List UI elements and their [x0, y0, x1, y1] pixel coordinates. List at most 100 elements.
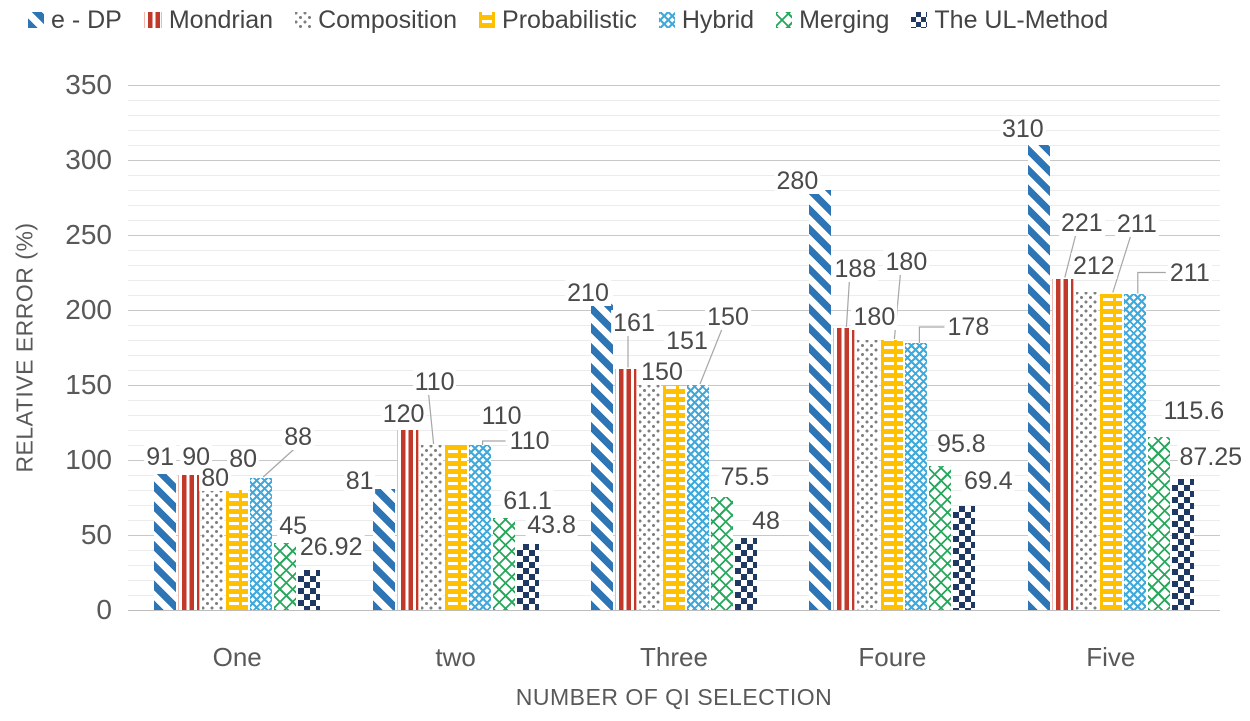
bar-mondrian-one — [178, 475, 201, 610]
data-label-probabilistic-one: 80 — [227, 445, 260, 473]
legend-label: Hybrid — [681, 5, 755, 34]
probabilistic-swatch-icon — [479, 12, 496, 28]
data-label-e-dp-one: 91 — [144, 442, 177, 471]
bar-e-dp-three — [591, 295, 613, 610]
the-ul-method-swatch-icon — [911, 12, 928, 28]
bar-the-ul-method-three — [735, 538, 757, 610]
data-label-e-dp-three: 210 — [565, 279, 611, 307]
legend-item-composition: Composition — [295, 6, 457, 35]
bar-merging-five — [1147, 436, 1170, 610]
gridline-minor — [128, 295, 1220, 296]
gridline-minor — [128, 190, 1220, 191]
data-label-hybrid-five: 211 — [1167, 258, 1212, 287]
gridline-major — [128, 85, 1220, 86]
data-label-the-ul-method-two: 43.8 — [525, 511, 578, 540]
x-axis-title: NUMBER OF QI SELECTION — [515, 684, 833, 710]
bar-probabilistic-two — [444, 445, 467, 610]
legend-label: Mondrian — [168, 5, 274, 34]
data-label-composition-foure: 180 — [851, 303, 898, 331]
bar-composition-foure — [857, 340, 880, 610]
merging-swatch-icon — [776, 12, 793, 28]
data-label-probabilistic-three: 151 — [664, 326, 710, 355]
gridline-minor — [128, 130, 1220, 131]
bar-mondrian-five — [1051, 278, 1074, 610]
category-label-three: Three — [640, 642, 708, 672]
data-label-merging-five: 115.6 — [1161, 396, 1227, 425]
gridline-minor — [128, 325, 1220, 326]
gridline-major — [128, 310, 1220, 311]
data-label-merging-three: 75.5 — [718, 462, 772, 491]
gridline-major — [128, 610, 1220, 611]
bar-composition-five — [1075, 292, 1098, 610]
data-label-composition-three: 150 — [639, 358, 685, 386]
data-label-hybrid-two: 110 — [507, 427, 552, 455]
data-label-e-dp-five: 310 — [999, 115, 1046, 143]
data-label-the-ul-method-five: 87.25 — [1177, 443, 1245, 472]
gridline-major — [128, 160, 1220, 161]
gridline-major — [128, 235, 1220, 236]
data-label-probabilistic-five: 211 — [1114, 209, 1159, 238]
bar-mondrian-foure — [833, 328, 856, 610]
y-tick-label: 150 — [65, 369, 112, 400]
legend-item-probabilistic: Probabilistic — [479, 6, 637, 35]
category-label-five: Five — [1086, 642, 1136, 672]
category-label-foure: Foure — [858, 642, 927, 672]
bar-probabilistic-one — [226, 490, 249, 610]
category-label-one: One — [212, 642, 262, 672]
data-label-composition-one: 80 — [199, 464, 232, 492]
bar-mondrian-three — [615, 368, 637, 610]
bar-the-ul-method-one — [298, 569, 321, 610]
legend-item-hybrid: Hybrid — [658, 5, 755, 35]
data-label-merging-two: 61.1 — [501, 487, 554, 516]
data-label-e-dp-two: 81 — [343, 466, 376, 495]
data-label-the-ul-method-foure: 69.4 — [962, 466, 1015, 495]
gridline-minor — [128, 280, 1220, 281]
bar-hybrid-two — [468, 445, 491, 610]
legend-label: Merging — [799, 5, 890, 34]
gridline-minor — [128, 175, 1220, 176]
data-label-merging-foure: 95.8 — [935, 430, 988, 459]
bar-composition-three — [639, 385, 661, 610]
bar-e-dp-two — [372, 488, 395, 610]
gridline-minor — [128, 145, 1220, 146]
bar-hybrid-foure — [905, 343, 928, 610]
y-tick-label: 0 — [96, 594, 112, 625]
gridline-minor — [128, 100, 1220, 101]
bar-hybrid-five — [1123, 293, 1146, 610]
bar-composition-two — [420, 445, 443, 610]
legend-item-mondrian: Mondrian — [143, 5, 274, 35]
bar-hybrid-three — [687, 385, 709, 610]
gridline-minor — [128, 265, 1220, 266]
data-label-mondrian-foure: 188 — [832, 255, 879, 283]
data-label-hybrid-foure: 178 — [945, 313, 992, 341]
legend-item-e-dp: e - DP — [28, 6, 122, 35]
y-tick-label: 300 — [65, 144, 112, 175]
gridline-minor — [128, 250, 1220, 251]
data-label-merging-one: 45 — [277, 511, 310, 540]
bar-merging-one — [274, 542, 297, 610]
bar-probabilistic-five — [1099, 293, 1122, 610]
y-tick-label: 350 — [65, 69, 112, 100]
data-label-probabilistic-two: 110 — [479, 402, 524, 430]
data-label-e-dp-foure: 280 — [774, 167, 821, 195]
bar-probabilistic-three — [663, 383, 685, 610]
e-dp-swatch-icon — [28, 12, 44, 28]
mondrian-swatch-icon — [143, 12, 162, 28]
gridline-minor — [128, 205, 1220, 206]
legend-label: Probabilistic — [502, 5, 637, 34]
data-label-composition-two: 110 — [412, 368, 457, 396]
chart-legend: e - DP Mondrian Composition Probabilistic Hy… — [28, 3, 1108, 37]
y-tick-label: 200 — [65, 294, 112, 325]
y-axis-title-text: RELATIVE ERROR (%) — [11, 222, 38, 473]
bar-the-ul-method-two — [516, 544, 539, 610]
bar-mondrian-two — [396, 430, 419, 610]
bar-e-dp-five — [1027, 145, 1050, 610]
data-label-the-ul-method-three: 48 — [750, 507, 782, 535]
y-tick-label: 100 — [65, 444, 112, 475]
gridline-minor — [128, 355, 1220, 356]
bar-merging-three — [711, 496, 733, 610]
bar-composition-one — [202, 490, 225, 610]
bar-merging-two — [492, 518, 515, 610]
data-label-composition-five: 212 — [1070, 252, 1117, 280]
